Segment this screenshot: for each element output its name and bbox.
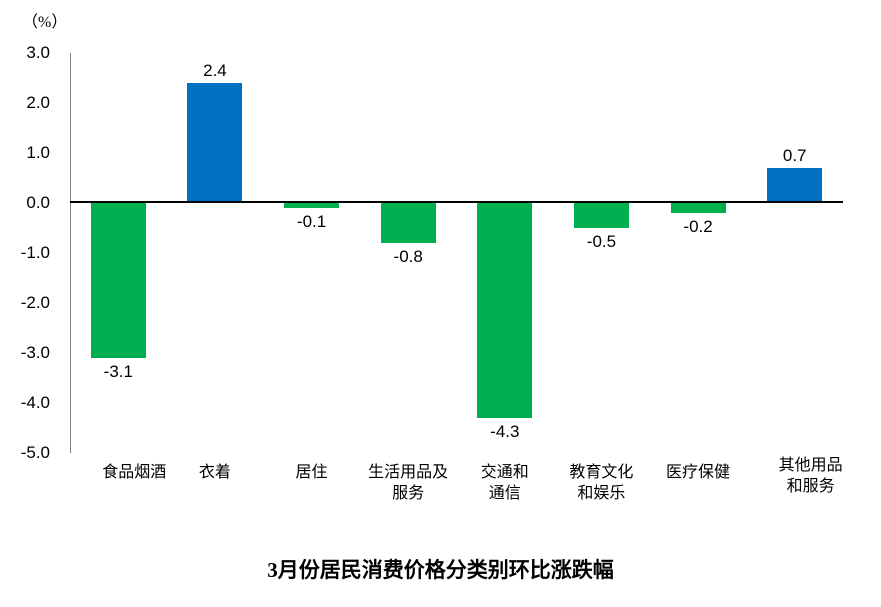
bar-value-label: -0.5 xyxy=(586,232,617,251)
bar-医疗保健 xyxy=(670,203,726,213)
y-tick-label: -3.0 xyxy=(20,343,50,362)
x-axis-label-交通和通信: 交通和 通信 xyxy=(457,462,554,504)
x-axis-label-医疗保健: 医疗保健 xyxy=(650,462,747,483)
x-axis-label-居住: 居住 xyxy=(263,462,360,483)
bar-其他用品和服务 xyxy=(767,168,823,203)
x-axis-label-line: 衣着 xyxy=(198,464,231,481)
y-tick-label: 2.0 xyxy=(26,93,50,112)
chart-title: 3月份居民消费价格分类别环比涨跌幅 xyxy=(267,558,614,582)
bar-生活用品及服务 xyxy=(380,203,436,243)
bar-value-label: -0.8 xyxy=(393,247,423,266)
bar-value-label: -0.1 xyxy=(296,212,327,231)
x-axis-label-教育文化和娱乐: 教育文化 和娱乐 xyxy=(553,462,650,504)
y-tick-label: 1.0 xyxy=(26,143,50,162)
y-axis-unit-label: （%） xyxy=(22,14,68,31)
x-axis-label-line: 和服务 xyxy=(786,478,835,495)
x-axis-label-line: 交通和 xyxy=(480,464,529,481)
y-axis-line xyxy=(70,53,71,453)
x-axis-label-line: 居住 xyxy=(295,464,328,481)
bar-value-label: -4.3 xyxy=(490,422,520,441)
bar-衣着 xyxy=(187,83,243,203)
y-tick-label: -1.0 xyxy=(20,243,50,262)
x-axis-label-食品烟酒: 食品烟酒 xyxy=(86,462,183,483)
x-axis-label-line: 通信 xyxy=(488,485,521,502)
bar-食品烟酒 xyxy=(90,203,146,358)
bar-居住 xyxy=(284,203,340,208)
x-axis-label-衣着: 衣着 xyxy=(167,462,264,483)
x-axis-label-line: 服务 xyxy=(392,485,425,502)
x-axis-label-line: 教育文化 xyxy=(569,464,634,481)
bar-value-label: 2.4 xyxy=(203,61,227,80)
bar-教育文化和娱乐 xyxy=(573,203,629,228)
bar-value-label: -3.1 xyxy=(103,362,133,381)
x-axis-label-其他用品和服务: 其他用品 和服务 xyxy=(762,455,859,497)
x-axis-label-line: 和娱乐 xyxy=(577,485,626,502)
y-tick-label: -5.0 xyxy=(20,443,50,462)
x-axis-label-line: 其他用品 xyxy=(778,457,843,474)
zero-baseline xyxy=(70,201,843,203)
y-tick-label: -4.0 xyxy=(20,393,50,412)
x-axis-label-line: 生活用品及 xyxy=(368,464,449,481)
bar-value-label: 0.7 xyxy=(782,146,807,165)
y-tick-label: 3.0 xyxy=(26,43,50,62)
bar-交通和通信 xyxy=(477,203,533,418)
x-axis-label-line: 食品烟酒 xyxy=(102,464,167,481)
x-axis-label-生活用品及服务: 生活用品及 服务 xyxy=(360,462,457,504)
x-axis-label-line: 医疗保健 xyxy=(666,464,731,481)
y-tick-label: -2.0 xyxy=(20,293,50,312)
bar-value-label: -0.2 xyxy=(683,217,713,236)
y-tick-label: 0.0 xyxy=(26,193,50,212)
